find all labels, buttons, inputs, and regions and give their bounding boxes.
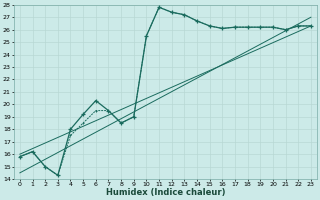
X-axis label: Humidex (Indice chaleur): Humidex (Indice chaleur) [106, 188, 225, 197]
